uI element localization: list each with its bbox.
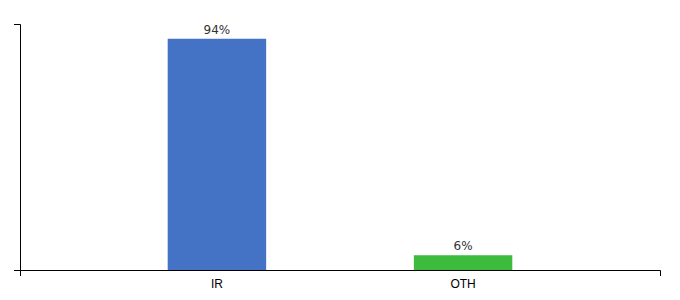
x-axis-line [21, 271, 661, 277]
x-tick: IR [211, 277, 223, 291]
x-tick: OTH [450, 277, 475, 291]
bar [414, 255, 512, 270]
x-axis: IR OTH [21, 271, 661, 291]
data-label: 94% [204, 23, 231, 37]
y-axis-line [14, 25, 21, 271]
x-tick-label: OTH [450, 277, 475, 291]
data-labels: 94% 6% [204, 23, 473, 253]
bars [168, 39, 513, 270]
bar [168, 39, 266, 270]
y-axis [14, 25, 21, 271]
x-tick-label: IR [211, 277, 223, 291]
data-label: 6% [454, 239, 473, 253]
plot: 94% 6% IR OTH [14, 23, 661, 291]
chart: 94% 6% IR OTH [0, 0, 680, 300]
